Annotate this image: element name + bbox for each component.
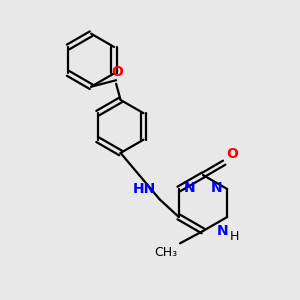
Text: CH₃: CH₃ bbox=[154, 246, 178, 259]
Text: N: N bbox=[217, 224, 229, 238]
Text: N: N bbox=[210, 181, 222, 194]
Text: O: O bbox=[226, 147, 238, 161]
Text: H: H bbox=[230, 230, 239, 243]
Text: O: O bbox=[111, 65, 123, 79]
Text: N: N bbox=[184, 181, 196, 194]
Text: HN: HN bbox=[133, 182, 156, 197]
